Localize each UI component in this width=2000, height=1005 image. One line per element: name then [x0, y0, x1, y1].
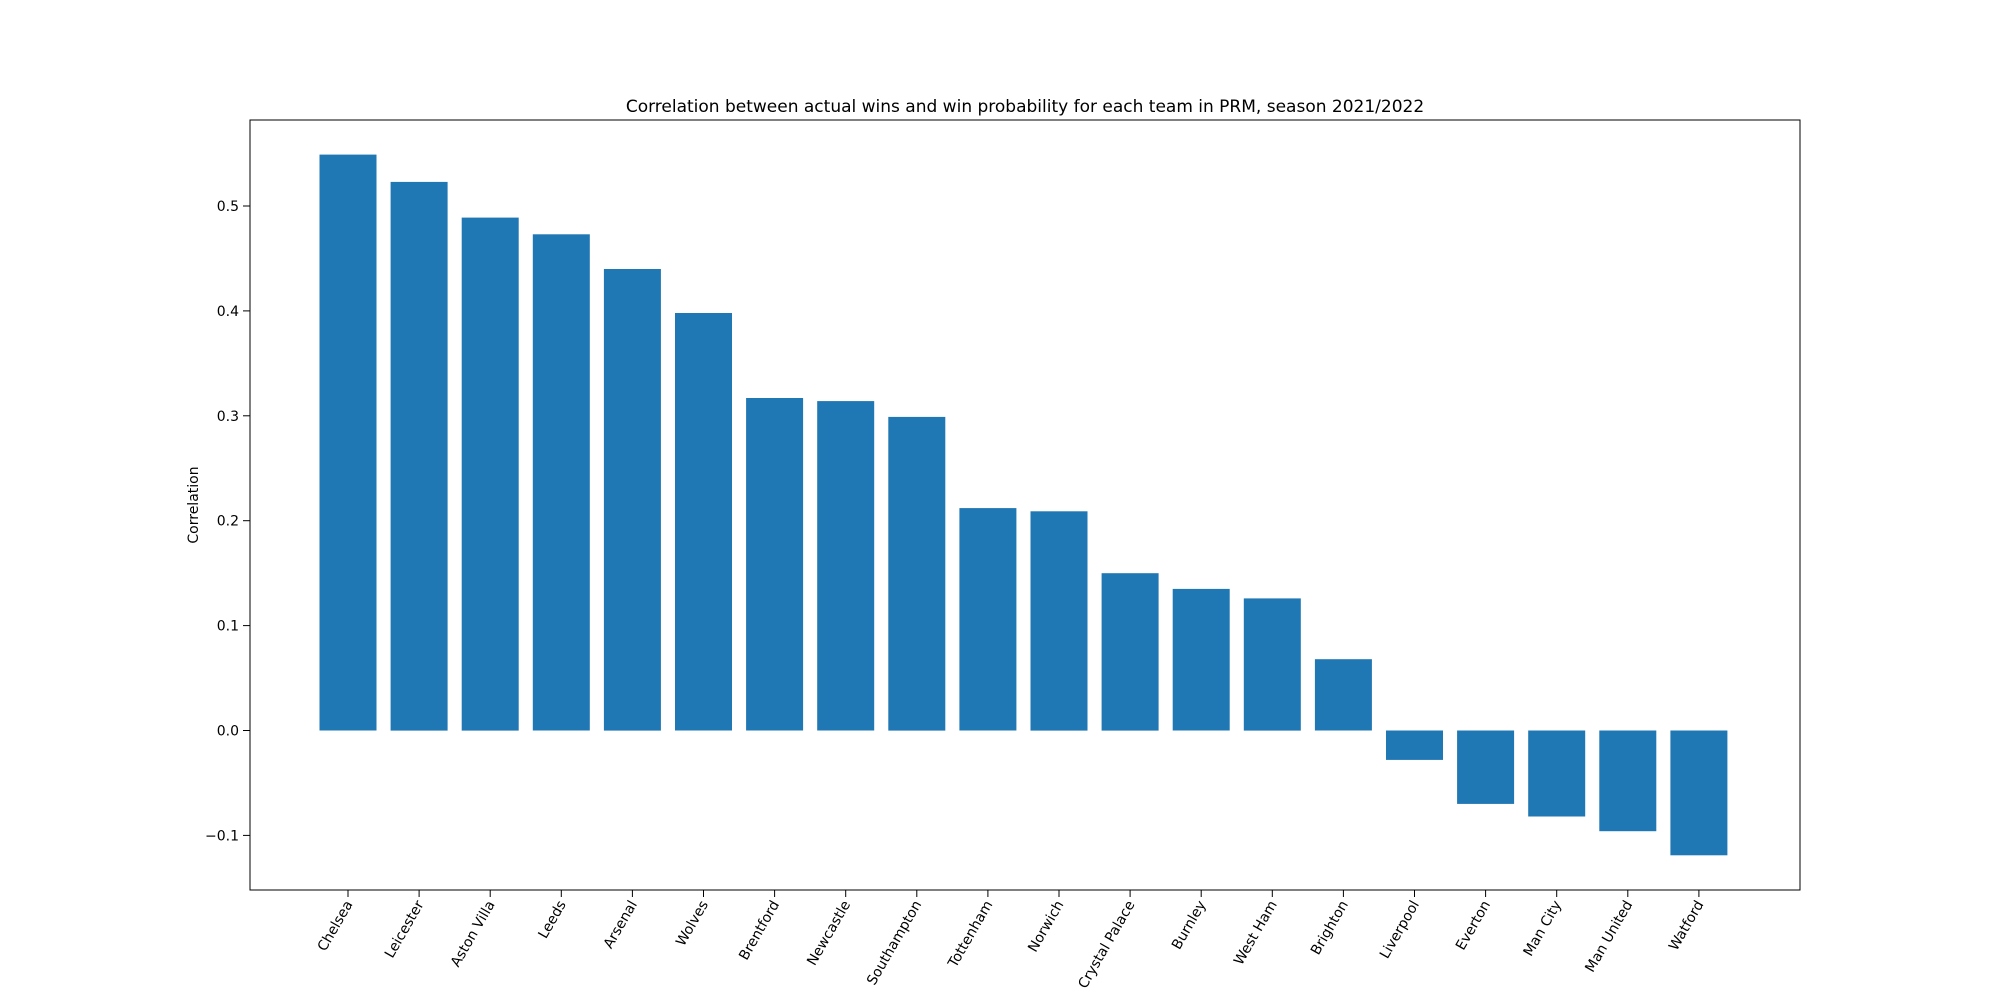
- y-tick-label: 0.4: [217, 304, 239, 320]
- bar-liverpool: [1386, 730, 1443, 760]
- y-tick-label: 0.5: [217, 199, 239, 215]
- bar-arsenal: [603, 269, 661, 731]
- y-tick-label: −0.1: [205, 828, 239, 844]
- chart-title: Correlation between actual wins and win …: [626, 97, 1424, 117]
- bar-newcastle: [817, 401, 875, 731]
- bar-leicester: [390, 181, 448, 731]
- y-tick-label: 0.0: [217, 724, 239, 740]
- y-tick-label: 0.2: [217, 514, 239, 530]
- bar-man-city: [1528, 730, 1586, 817]
- y-axis-label: Correlation: [186, 466, 202, 543]
- bar-watford: [1670, 730, 1728, 856]
- bar-everton: [1457, 730, 1515, 804]
- bar-chelsea: [319, 154, 377, 731]
- bar-man-united: [1599, 730, 1657, 832]
- bar-wolves: [675, 313, 732, 731]
- bar-brentford: [746, 398, 804, 731]
- bar-brighton: [1314, 659, 1372, 731]
- bars-layer: [319, 154, 1728, 856]
- y-tick-label: 0.1: [217, 619, 239, 635]
- bar-aston-villa: [461, 217, 519, 731]
- bar-crystal-palace: [1101, 573, 1159, 731]
- bar-burnley: [1172, 588, 1230, 731]
- y-tick-label: 0.3: [217, 409, 239, 425]
- bar-west-ham: [1243, 598, 1301, 731]
- bar-southampton: [888, 416, 946, 731]
- bar-norwich: [1030, 511, 1088, 731]
- bar-tottenham: [959, 508, 1017, 731]
- plot-frame: [249, 119, 1801, 891]
- bar-leeds: [532, 234, 590, 731]
